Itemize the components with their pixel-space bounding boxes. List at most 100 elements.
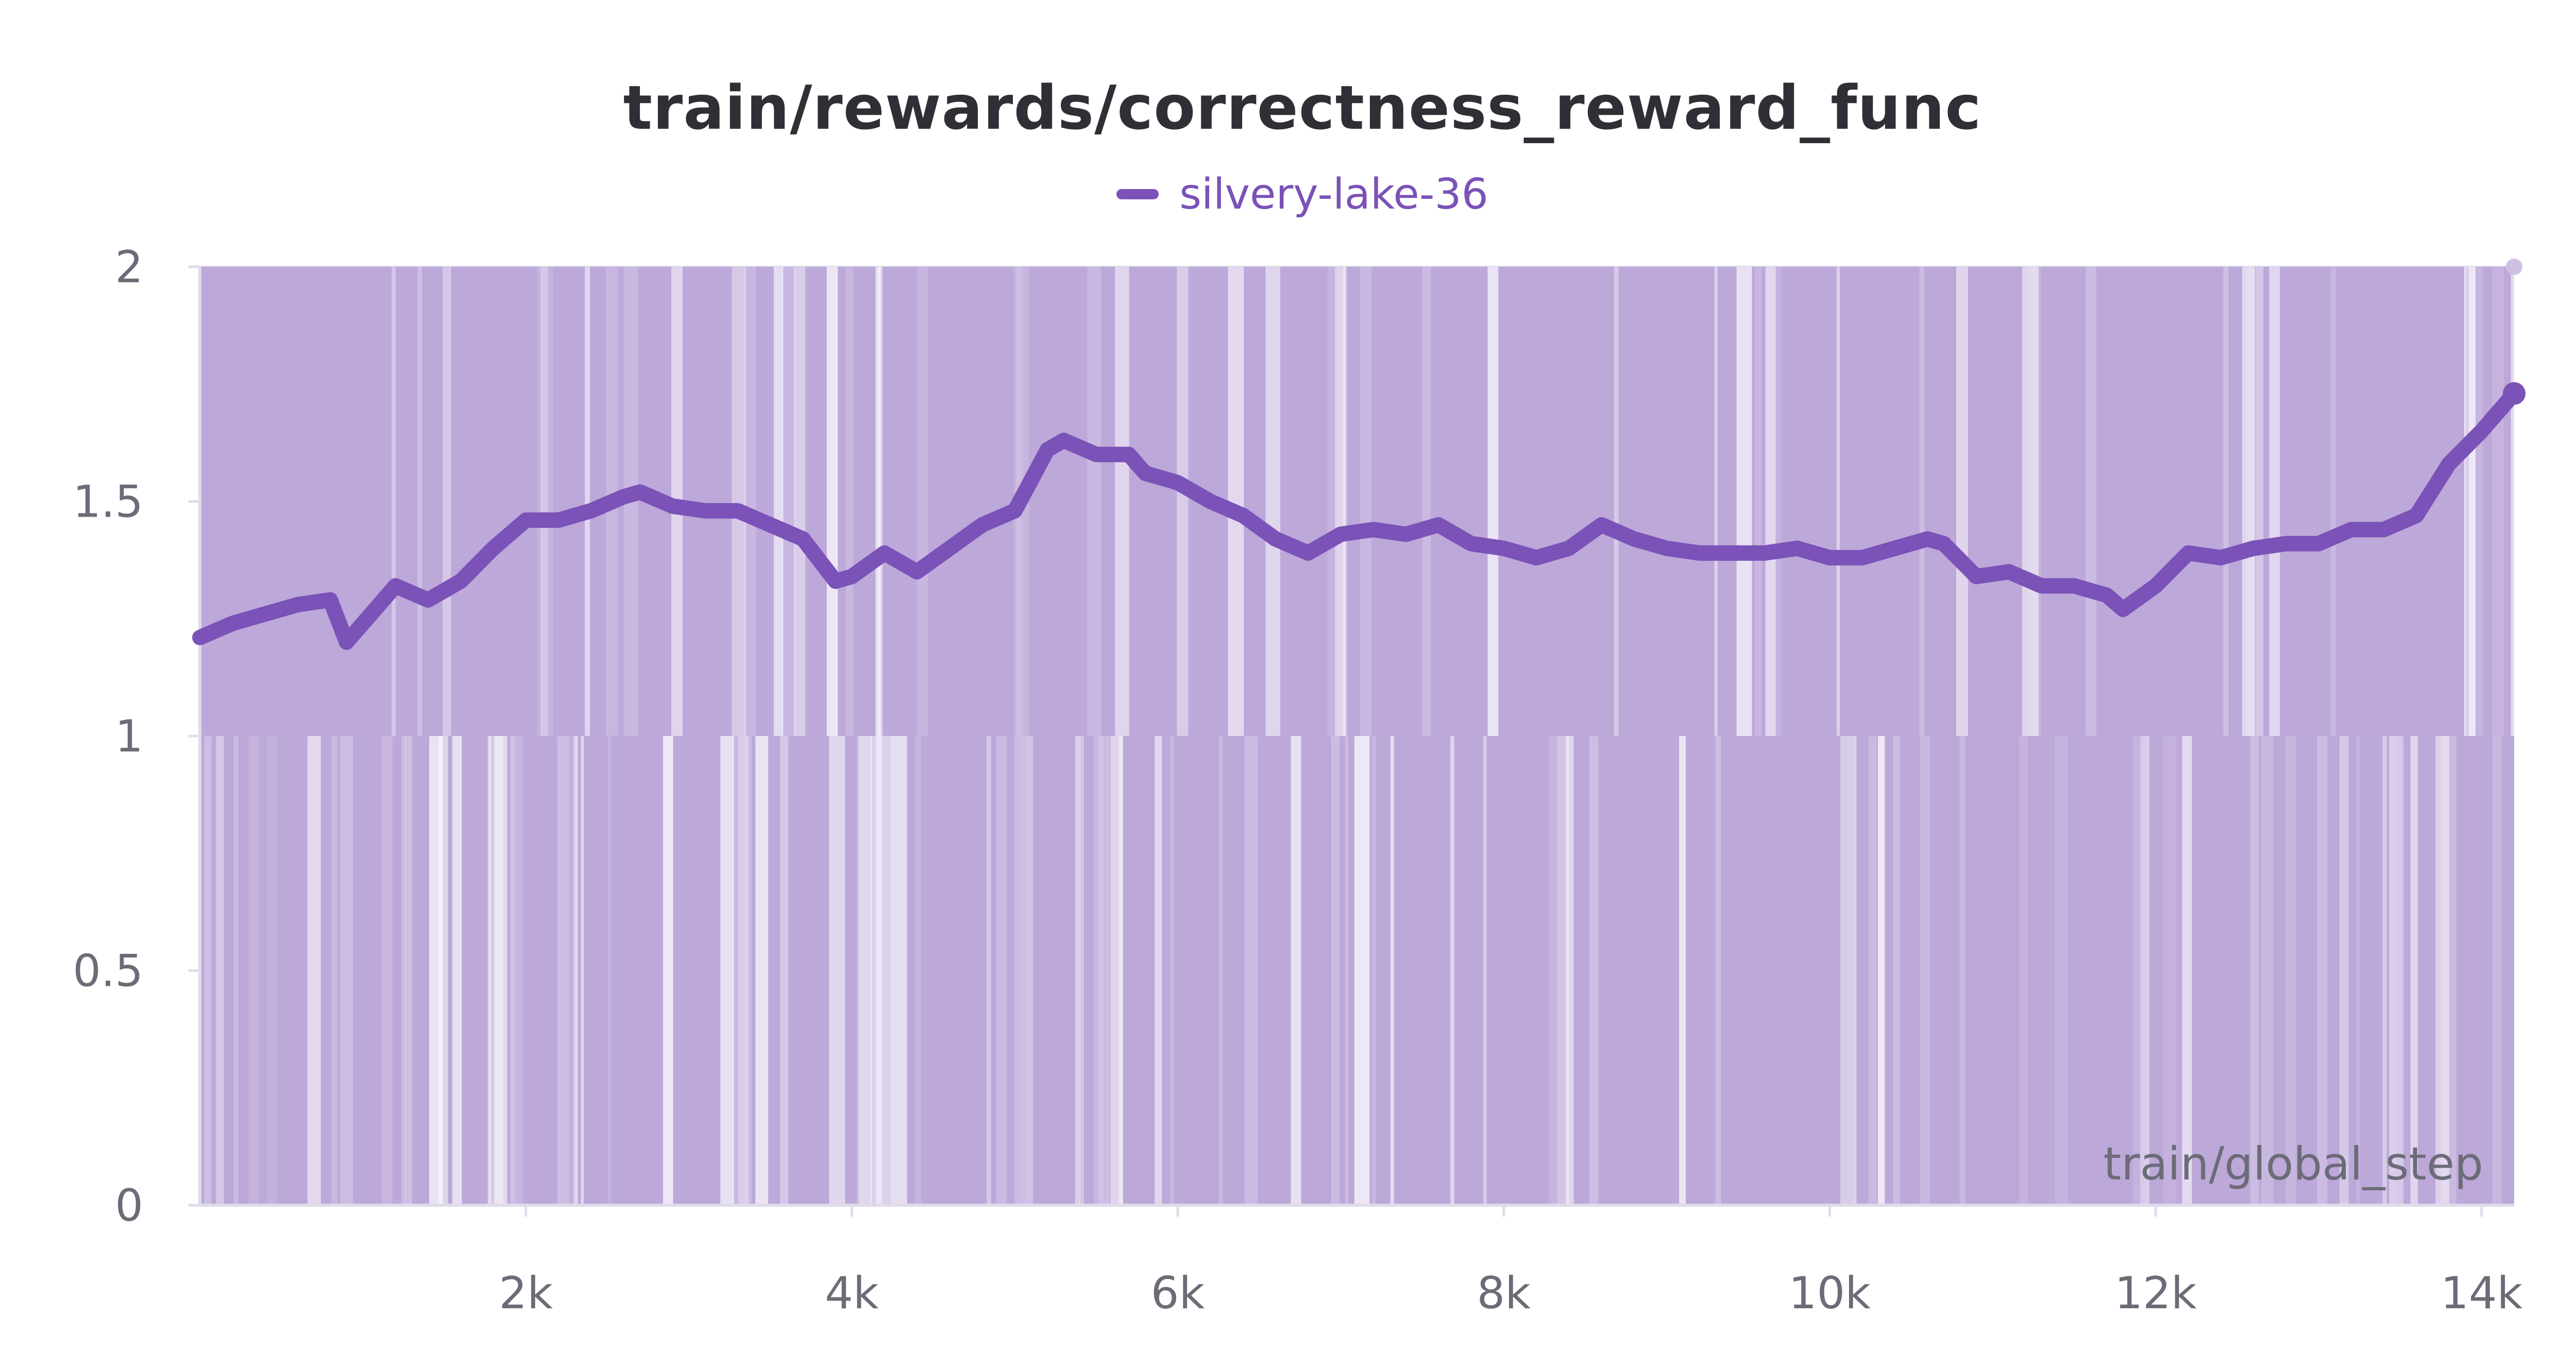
raw-gap-stripe: [1483, 736, 1487, 1205]
raw-value-band: [200, 267, 2514, 1205]
raw-gap-stripe: [875, 267, 881, 736]
y-tick-label: 0: [115, 1180, 143, 1232]
raw-gap-stripe: [2476, 267, 2483, 736]
raw-gap-stripe: [2285, 736, 2296, 1205]
raw-gap-stripe: [204, 736, 212, 1205]
raw-gap-stripe: [307, 736, 321, 1205]
raw-gap-stripe: [557, 736, 570, 1205]
raw-gap-stripe: [732, 267, 746, 736]
raw-gap-stripe: [1487, 267, 1499, 736]
raw-gap-stripe: [1566, 736, 1574, 1205]
x-tick-label: 2k: [499, 1268, 553, 1319]
x-tick-label: 12k: [2114, 1268, 2196, 1319]
raw-gap-stripe: [2022, 267, 2039, 736]
raw-gap-stripe: [392, 267, 396, 736]
raw-gap-stripe: [826, 267, 838, 736]
raw-gap-stripe: [2269, 267, 2280, 736]
raw-gap-stripe: [870, 736, 882, 1205]
raw-gap-stripe: [2511, 267, 2514, 736]
raw-gap-stripe: [1614, 267, 1619, 736]
raw-gap-stripe: [1098, 736, 1105, 1205]
raw-gap-stripe: [1714, 267, 1718, 736]
raw-gap-stripe: [1450, 736, 1454, 1205]
raw-gap-stripe: [2317, 736, 2328, 1205]
x-tick-label: 14k: [2441, 1268, 2522, 1319]
raw-gap-stripe: [1177, 267, 1189, 736]
raw-gap-stripe: [743, 267, 756, 736]
raw-gap-stripe: [2261, 736, 2274, 1205]
tick-labels: 2k 4k 6k 8k 10k 12k 14k 0 0.5 1 1.5 2: [73, 242, 2522, 1319]
raw-gap-stripe: [779, 736, 789, 1205]
series-end-point: [2503, 382, 2526, 405]
x-tick-label: 6k: [1151, 1268, 1205, 1319]
raw-gap-stripe: [570, 736, 576, 1205]
raw-gap-stripe: [1589, 736, 1599, 1205]
raw-gap-stripe: [1548, 736, 1562, 1205]
raw-gap-stripe: [2182, 736, 2192, 1205]
raw-gap-stripe: [540, 267, 548, 736]
legend-series-label: silvery-lake-36: [1179, 170, 1488, 219]
raw-gap-stripe: [1327, 267, 1337, 736]
y-tick-label: 2: [115, 242, 143, 293]
raw-gap-stripe: [1228, 267, 1244, 736]
raw-gap-stripe: [876, 736, 892, 1205]
y-tick-label: 0.5: [73, 946, 143, 997]
raw-gap-stripe: [1025, 736, 1034, 1205]
raw-gap-stripe: [773, 267, 784, 736]
raw-gap-stripe: [987, 736, 991, 1205]
raw-gap-stripe: [340, 736, 353, 1205]
x-tick-label: 8k: [1477, 1268, 1531, 1319]
axes: [189, 265, 2514, 1217]
raw-gap-stripe: [607, 736, 612, 1205]
raw-gap-stripe: [537, 267, 553, 736]
raw-gap-stripe: [829, 736, 845, 1205]
raw-gap-stripe: [856, 736, 860, 1205]
raw-gap-stripe: [233, 736, 239, 1205]
raw-gap-stripe: [1360, 267, 1372, 736]
raw-gap-stripe: [581, 736, 584, 1205]
legend[interactable]: silvery-lake-36: [0, 170, 2576, 219]
raw-gap-stripe: [2397, 736, 2404, 1205]
raw-gap-stripe: [2223, 267, 2229, 736]
raw-gap-stripe: [1218, 736, 1223, 1205]
raw-gap-stripe: [1755, 267, 1762, 736]
raw-gap-stripe: [2441, 736, 2456, 1205]
y-tick-label: 1.5: [73, 476, 143, 528]
raw-gap-stripe: [1075, 736, 1080, 1205]
raw-gap-stripe: [1919, 267, 1925, 736]
raw-gap-stripe: [1959, 736, 1965, 1205]
raw-gap-stripe: [2256, 267, 2264, 736]
raw-gap-stripe: [2465, 267, 2469, 736]
raw-gap-stripe: [1244, 736, 1258, 1205]
raw-gap-stripe: [1334, 267, 1346, 736]
raw-gap-stripe: [2492, 267, 2504, 736]
raw-gap-stripe: [404, 736, 412, 1205]
x-axis-label: train/global_step: [2104, 1137, 2483, 1190]
x-tick-label: 4k: [825, 1268, 879, 1319]
raw-gap-stripe: [267, 736, 277, 1205]
raw-gap-stripe: [1736, 267, 1752, 736]
raw-gap-stripe: [573, 736, 578, 1205]
raw-gap-stripe: [858, 736, 872, 1205]
raw-gap-stripe: [781, 267, 795, 736]
raw-gap-stripe: [914, 736, 921, 1205]
raw-gap-stripe: [2340, 736, 2349, 1205]
raw-gap-stripe: [794, 267, 806, 736]
raw-gap-stripe: [2330, 267, 2336, 736]
raw-gap-stripe: [1766, 267, 1782, 736]
raw-gap-stripe: [1956, 267, 1968, 736]
raw-gap-stripe: [1343, 267, 1347, 736]
raw-gap-stripe: [2410, 736, 2418, 1205]
raw-gap-stripe: [442, 267, 451, 736]
x-tick-label: 10k: [1789, 1268, 1871, 1319]
raw-gap-stripe: [1115, 267, 1129, 736]
raw-gap-stripe: [2140, 736, 2149, 1205]
raw-gap-stripe: [2132, 736, 2146, 1205]
raw-gap-stripe: [1679, 736, 1686, 1205]
raw-gap-stripe: [1155, 736, 1162, 1205]
raw-gap-stripe: [2250, 736, 2259, 1205]
raw-gap-stripe: [1839, 736, 1854, 1205]
raw-gap-stripe: [1345, 736, 1349, 1205]
raw-gap-stripe: [663, 736, 673, 1205]
